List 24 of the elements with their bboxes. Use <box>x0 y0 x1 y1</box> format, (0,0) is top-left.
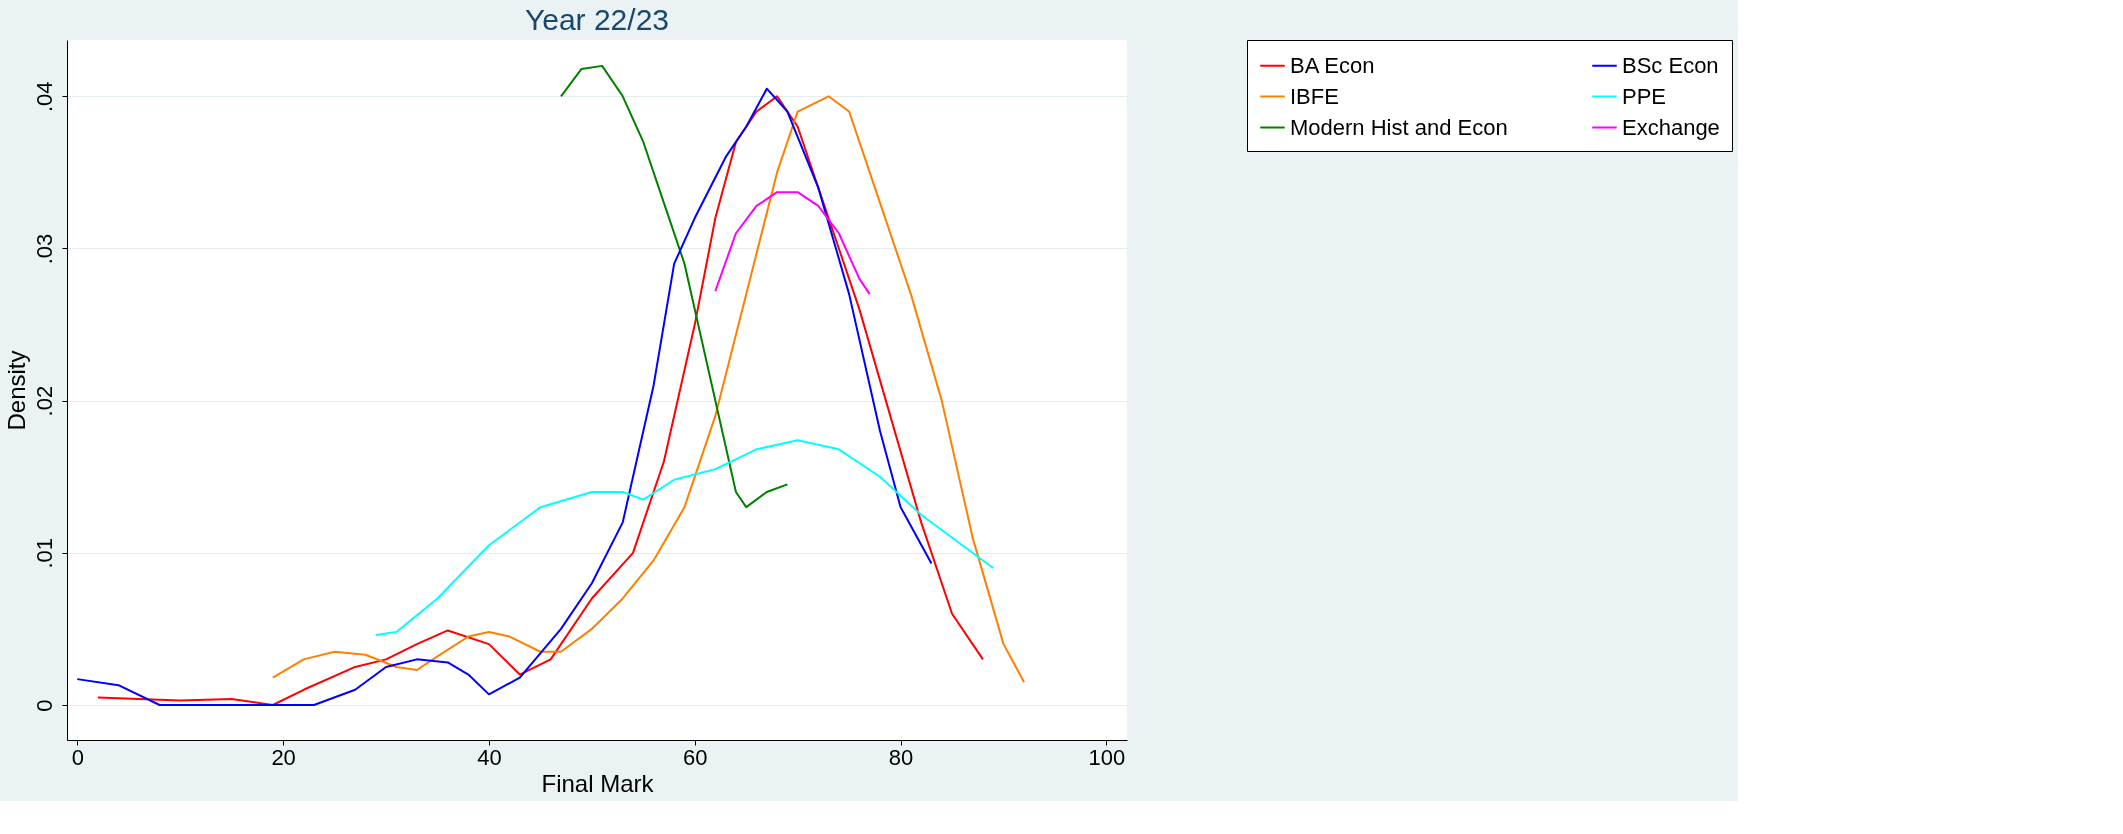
line-series <box>559 64 789 509</box>
y-axis-title: Density <box>2 350 30 431</box>
y-tick-label: .02 <box>31 385 57 417</box>
chart-title: Year 22/23 <box>524 2 670 36</box>
legend-label: BSc Econ <box>1622 52 1719 78</box>
y-tick-label: .04 <box>31 81 57 113</box>
line-series <box>714 191 871 296</box>
legend-label: Modern Hist and Econ <box>1290 114 1508 140</box>
x-tick-label: 20 <box>271 744 296 770</box>
line-series <box>374 439 995 636</box>
legend-label: BA Econ <box>1290 52 1375 78</box>
x-tick-label: 80 <box>888 744 914 770</box>
x-tick-label: 100 <box>1088 744 1126 770</box>
x-tick-label: 40 <box>477 744 502 770</box>
x-tick-label: 60 <box>683 744 708 770</box>
legend-label: IBFE <box>1290 83 1339 109</box>
x-axis-title: Final Mark <box>541 769 655 797</box>
line-series <box>271 95 1026 684</box>
legend-label: PPE <box>1622 83 1667 109</box>
legend-label: Exchange <box>1622 114 1720 140</box>
y-tick-label: .01 <box>31 538 57 569</box>
y-tick-label: .03 <box>31 233 57 265</box>
y-tick-label: 0 <box>31 699 57 712</box>
x-tick-label: 0 <box>71 744 84 770</box>
